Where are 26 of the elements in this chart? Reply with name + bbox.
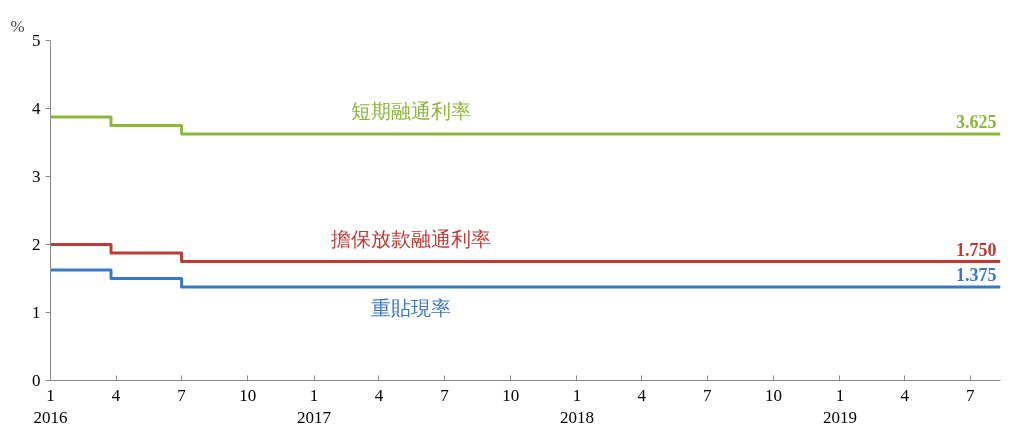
y-axis-title: %	[10, 16, 25, 36]
x-tick-label: 4	[111, 385, 121, 405]
x-tick-label: 1 2017	[297, 385, 332, 428]
x-tick-label: 10	[239, 385, 257, 405]
x-tick-label: 7	[440, 385, 450, 405]
x-tick-label: 4	[900, 385, 910, 405]
y-tick-label: 3	[32, 167, 41, 186]
y-tick-label: 5	[32, 31, 41, 50]
x-tick-label: 4	[374, 385, 384, 405]
y-tick-label: 2	[32, 235, 41, 254]
series-label: 短期融通利率	[350, 100, 471, 122]
y-tick-label: 4	[32, 99, 41, 118]
series-label: 重貼現率	[370, 297, 451, 319]
x-tick-label: 10	[765, 385, 783, 405]
data-label: 3.625	[956, 112, 997, 132]
x-tick-label: 7	[703, 385, 713, 405]
data-label: 1.750	[956, 239, 997, 260]
x-tick-label: 1 2019	[822, 385, 857, 428]
data-label: 1.375	[956, 265, 997, 285]
x-tick-label: 1 2018	[560, 385, 594, 428]
x-tick-label: 7	[177, 385, 187, 405]
x-tick-label: 4	[637, 385, 647, 405]
y-tick-label: 1	[32, 303, 41, 322]
series-label: 擔保放款融通利率	[330, 227, 491, 250]
x-tick-label: 7	[966, 385, 975, 405]
x-tick-label: 10	[502, 385, 520, 405]
